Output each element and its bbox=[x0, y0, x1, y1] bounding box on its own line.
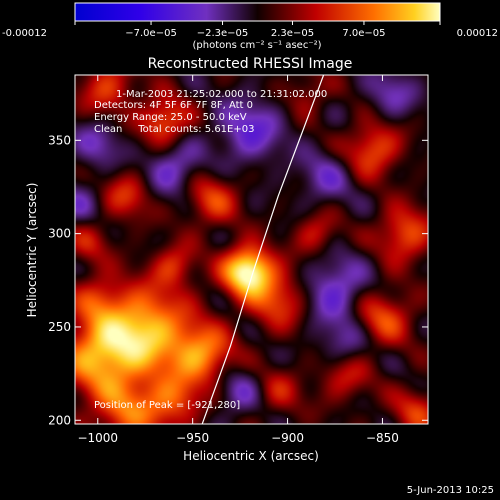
x-axis-ticks: −1000 −950 −900 −850 bbox=[77, 75, 399, 445]
colorbar-gradient bbox=[74, 2, 441, 22]
x-tick-label: −850 bbox=[366, 431, 399, 445]
plot-frame bbox=[74, 74, 429, 425]
colorbar-ticks: -0.00012 −7.0e−05 −2.3e−05 2.3e−05 7.0e−05 0.… bbox=[2, 21, 498, 39]
colorbar-units-label: (photons cm⁻² s⁻¹ asec⁻²) bbox=[192, 40, 321, 51]
y-tick-label: 250 bbox=[48, 320, 71, 334]
colorbar-tick-label: 7.0e−05 bbox=[342, 28, 385, 39]
annotation-total-counts: Clean Total counts: 5.61E+03 bbox=[94, 124, 254, 135]
y-tick-label: 200 bbox=[48, 413, 71, 427]
annotation-energy-range: Energy Range: 25.0 - 50.0 keV bbox=[94, 112, 247, 123]
date-stamp: 5-Jun-2013 10:25 bbox=[406, 485, 494, 496]
colorbar-tick-label: 2.3e−05 bbox=[271, 28, 314, 39]
colorbar-tick-label: −7.0e−05 bbox=[125, 28, 177, 39]
colorbar: -0.00012 −7.0e−05 −2.3e−05 2.3e−05 7.0e−05 0.… bbox=[2, 2, 498, 51]
y-tick-label: 350 bbox=[48, 133, 71, 147]
x-tick-label: −900 bbox=[271, 431, 304, 445]
y-tick-label: 300 bbox=[48, 227, 71, 241]
annotation-detectors: Detectors: 4F 5F 6F 7F 8F, Att 0 bbox=[94, 100, 253, 111]
annotation-time-range: 1-Mar-2003 21:25:02.000 to 21:31:02.000 bbox=[116, 89, 327, 100]
x-tick-label: −950 bbox=[176, 431, 209, 445]
annotation-block: 1-Mar-2003 21:25:02.000 to 21:31:02.000 … bbox=[94, 89, 327, 135]
y-axis-ticks: 200 250 300 350 bbox=[48, 133, 428, 427]
chart-title: Reconstructed RHESSI Image bbox=[148, 56, 353, 72]
x-tick-label: −1000 bbox=[77, 431, 118, 445]
peak-position-label: Position of Peak = [-921,280] bbox=[94, 400, 240, 411]
colorbar-tick-label: 0.00012 bbox=[457, 28, 498, 39]
heatmap-image bbox=[75, 75, 428, 424]
solar-limb-line bbox=[201, 75, 325, 424]
y-axis-label: Heliocentric Y (arcsec) bbox=[25, 183, 39, 318]
colorbar-tick-label: -0.00012 bbox=[2, 28, 47, 39]
colorbar-tick-label: −2.3e−05 bbox=[197, 28, 249, 39]
x-axis-label: Heliocentric X (arcsec) bbox=[183, 449, 319, 463]
plot-area: −1000 −950 −900 −850 200 250 300 350 1-Mar-200… bbox=[48, 74, 429, 445]
